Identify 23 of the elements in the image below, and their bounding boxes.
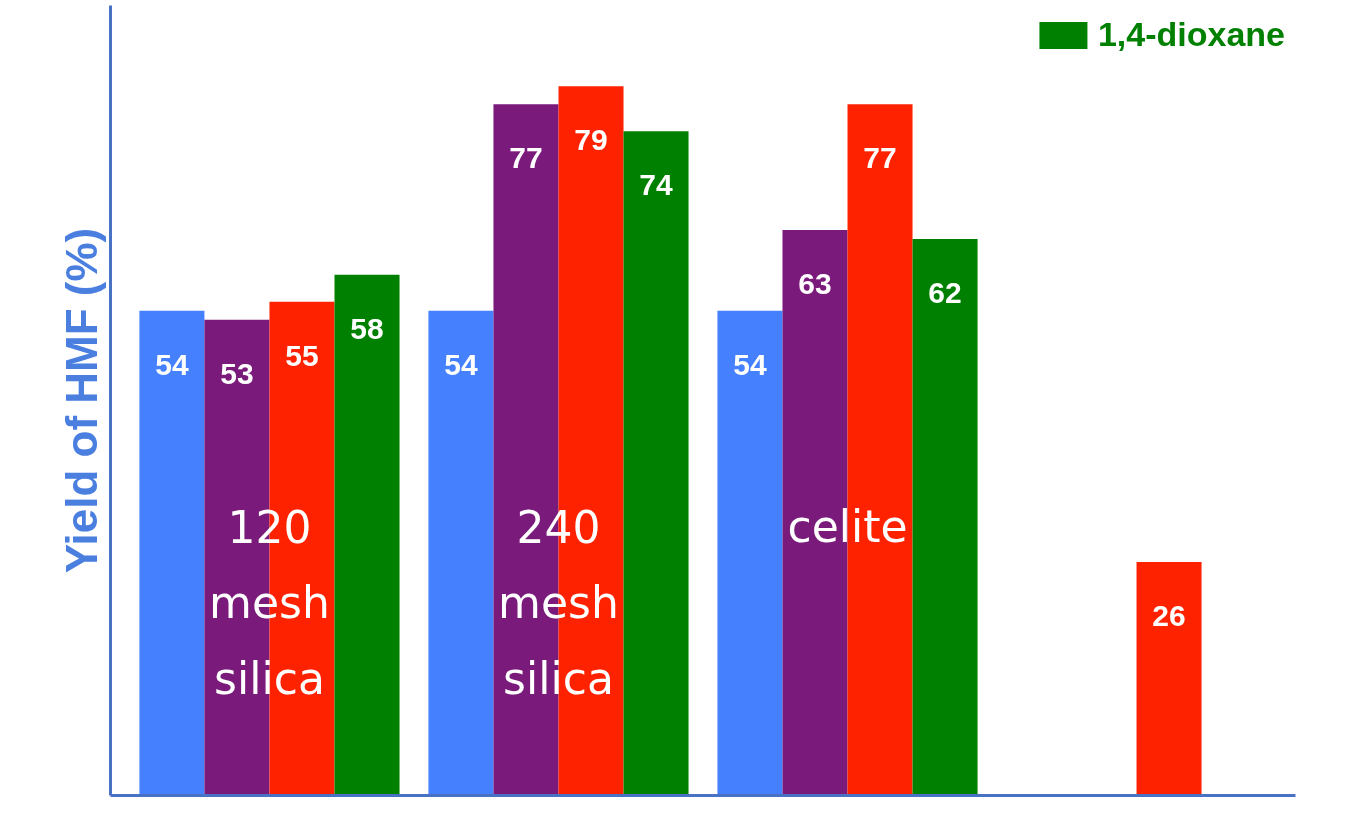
bar (717, 310, 783, 796)
data-label: 77 (509, 141, 543, 175)
data-label: 26 (1152, 598, 1186, 632)
bar (334, 274, 400, 796)
data-label: 74 (639, 168, 674, 202)
data-label: 62 (928, 275, 962, 309)
bar (139, 310, 205, 796)
data-label: 77 (863, 141, 897, 175)
data-label: 54 (155, 347, 189, 381)
x-tick-label: celite (787, 500, 908, 552)
bar (623, 131, 689, 796)
data-label: 54 (444, 347, 478, 381)
data-label: 53 (220, 356, 254, 390)
data-label: 63 (798, 266, 832, 300)
legend-label: 1,4-dioxane (1097, 15, 1285, 54)
bar (1136, 562, 1202, 796)
bar (428, 310, 494, 796)
y-axis-title: Yield of HMF (%) (56, 227, 106, 574)
data-label: 54 (733, 347, 767, 381)
bar (912, 238, 978, 796)
data-label: 55 (285, 338, 319, 372)
data-label: 58 (350, 311, 384, 345)
data-label: 79 (574, 123, 608, 157)
